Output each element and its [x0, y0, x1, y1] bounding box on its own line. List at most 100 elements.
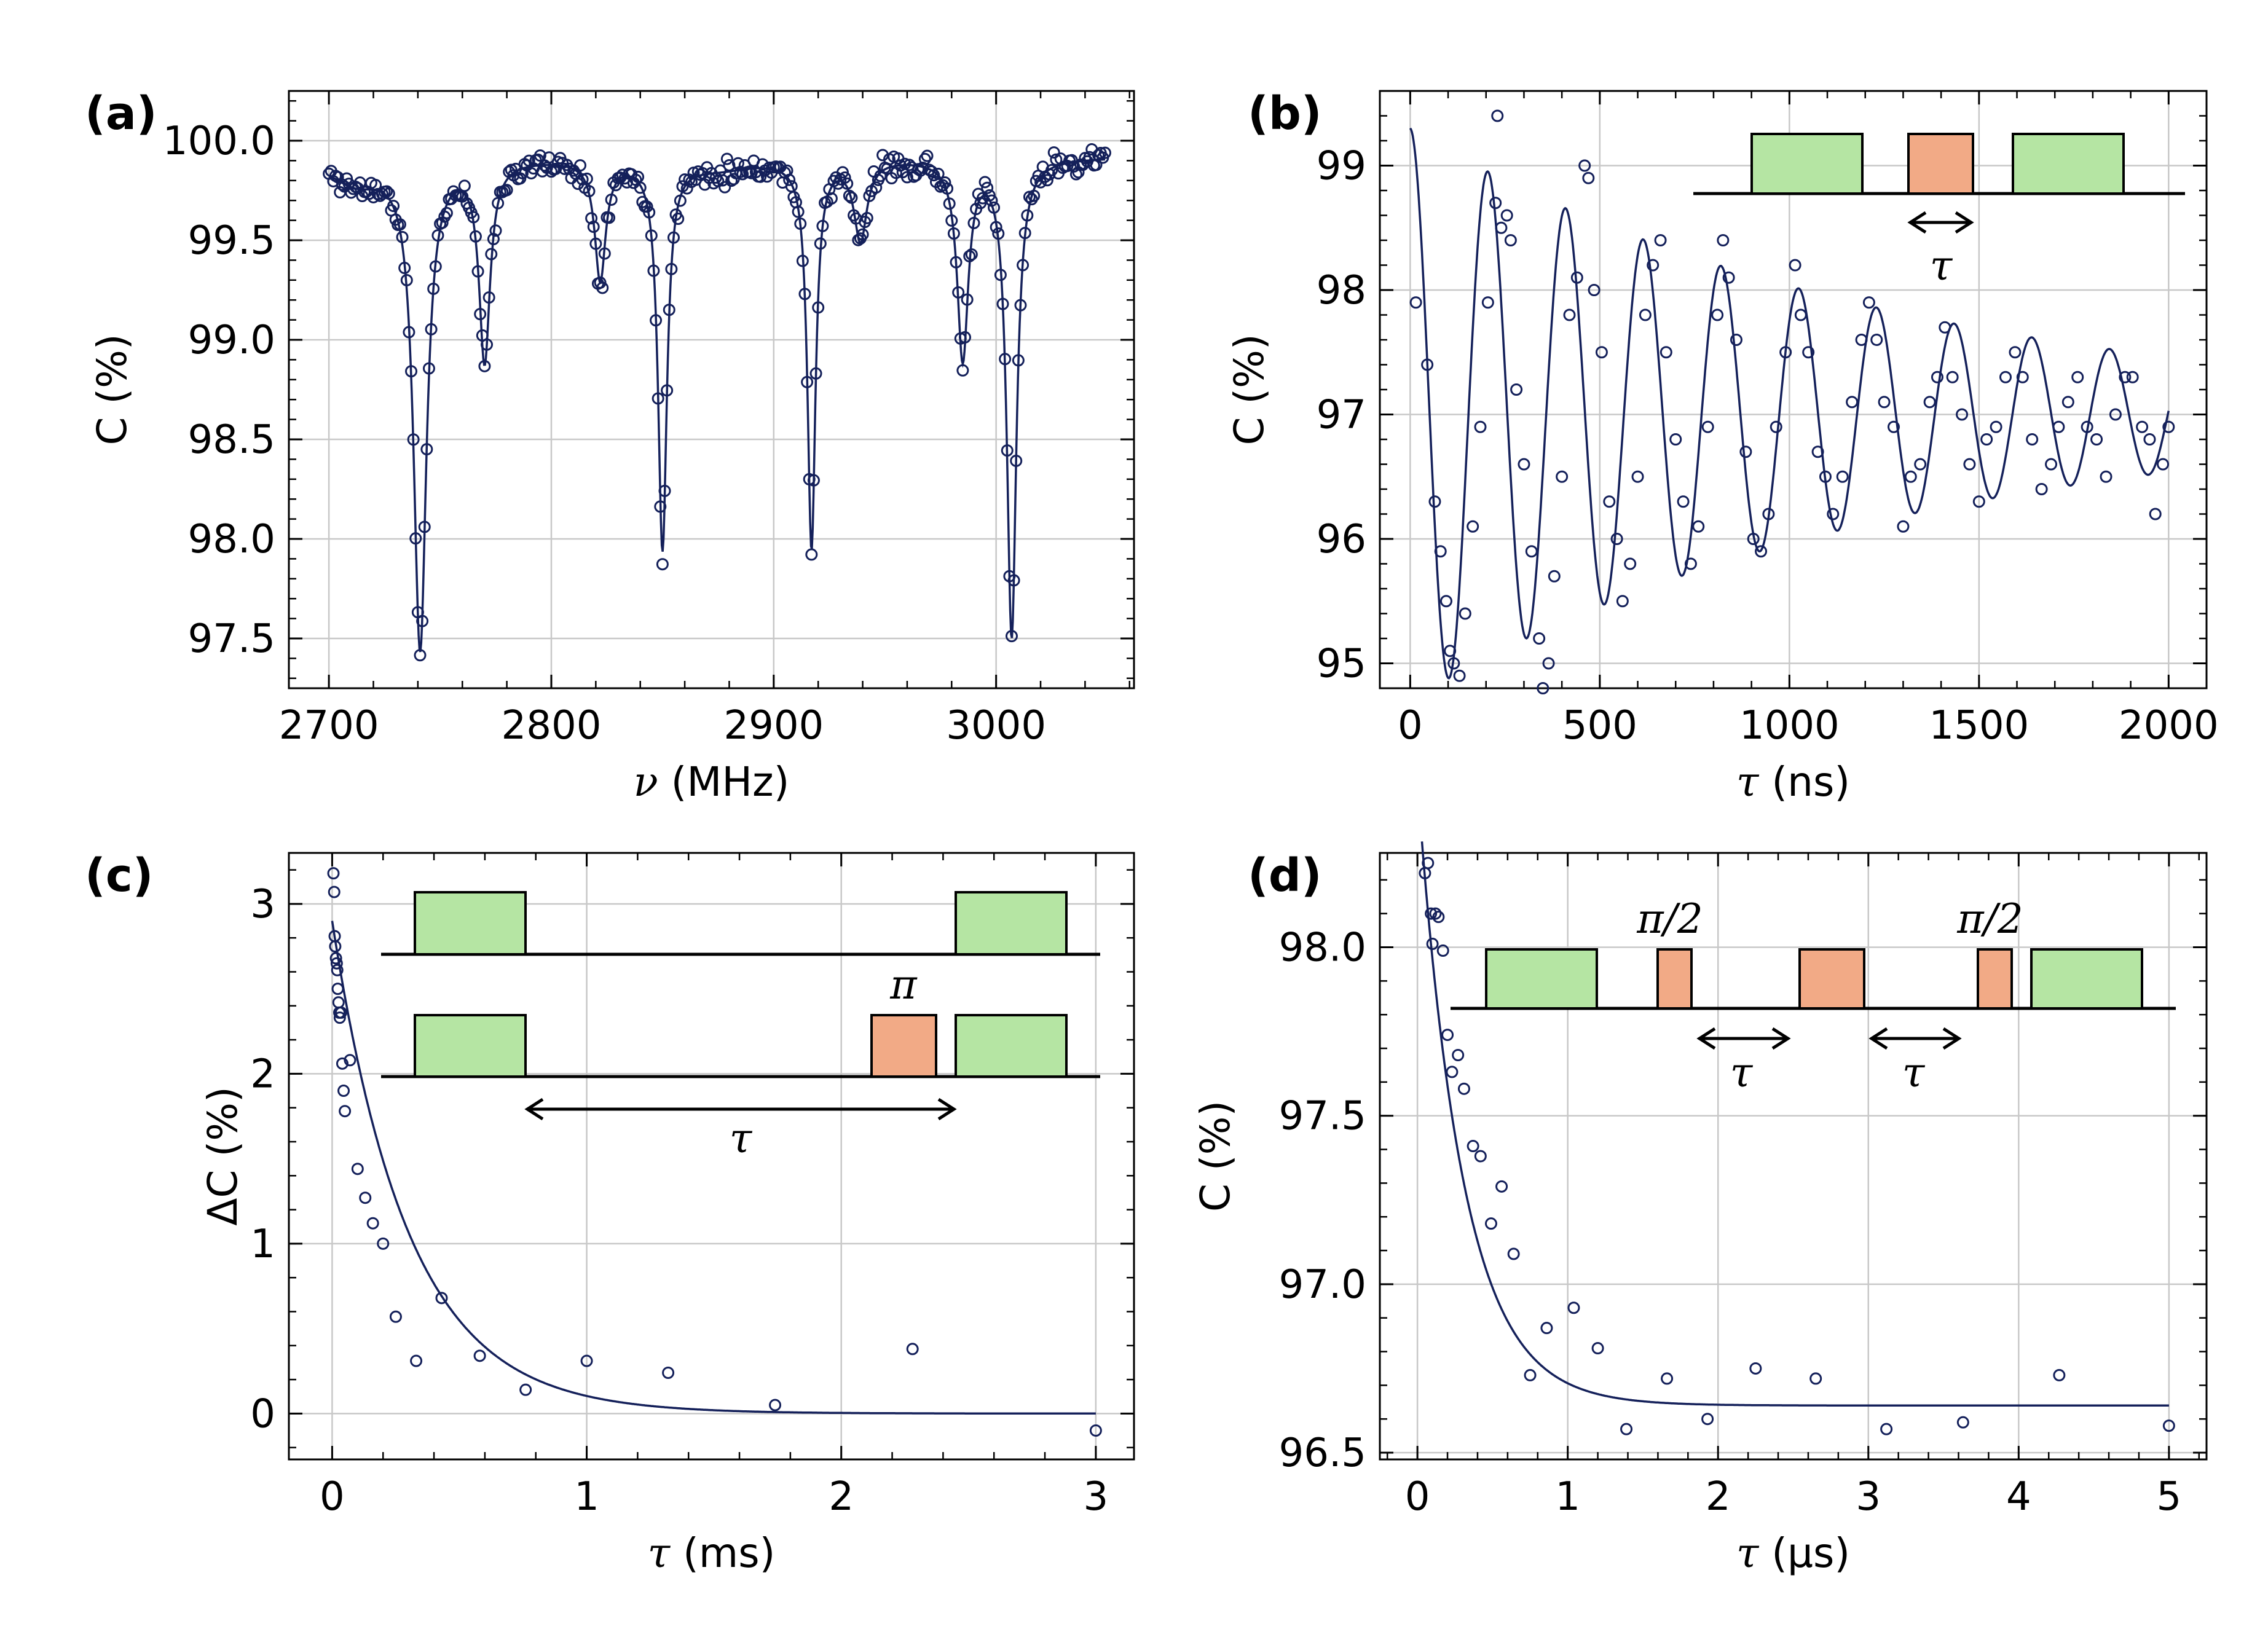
tau-label: τ [1730, 1049, 1754, 1096]
data-point [959, 331, 971, 344]
data-point [1518, 458, 1530, 471]
data-point [1491, 109, 1504, 122]
data-point [1855, 334, 1868, 346]
data-point [1525, 545, 1538, 558]
data-point [1770, 420, 1782, 433]
data-point [1434, 545, 1447, 558]
data-point [965, 248, 978, 261]
y-tick-label: 95 [1317, 642, 1366, 687]
data-point [1717, 234, 1730, 246]
data-point [574, 159, 587, 172]
data-point [328, 885, 341, 898]
data-point [1870, 334, 1883, 346]
x-tick-label: 2 [1706, 1474, 1731, 1520]
data-point [478, 359, 491, 372]
data-point [331, 983, 344, 995]
data-point [967, 216, 980, 229]
data-point [474, 308, 487, 321]
arrow-head-left [1696, 1027, 1716, 1050]
data-point [336, 1057, 348, 1070]
data-point [988, 201, 1001, 214]
data-point [605, 193, 618, 206]
data-point [330, 957, 343, 970]
fit-curve [331, 921, 1096, 1415]
y-tick-label: 98.0 [1279, 925, 1367, 971]
data-point [1802, 346, 1815, 359]
data-point [2162, 1419, 2175, 1432]
data-point [1631, 470, 1644, 483]
data-point [756, 158, 769, 171]
x-axis-label-symbol: τ [648, 1529, 671, 1577]
data-point [416, 614, 429, 627]
data-point [963, 249, 976, 262]
data-point [996, 297, 1009, 310]
x-tick-label: 0 [1405, 1474, 1430, 1520]
microwave-pulse [1798, 948, 1865, 1010]
data-point [331, 964, 344, 976]
data-point [435, 1292, 448, 1305]
arrow-head-right [937, 1097, 957, 1121]
data-point [845, 191, 858, 204]
data-point [794, 218, 807, 230]
data-point [1467, 1140, 1479, 1153]
data-point [1467, 520, 1479, 533]
x-tick-label: 3 [1856, 1474, 1881, 1520]
data-point [906, 1343, 919, 1356]
panel-a: 2700 2800 2900 3000 97.5 98.0 98.5 99.0 99.5 100.… [85, 87, 1135, 806]
data-point [870, 181, 883, 194]
data-point [961, 293, 974, 306]
x-tick-label: 3 [1084, 1474, 1109, 1520]
data-point [1045, 163, 1058, 176]
y-tick-label: 3 [250, 882, 275, 927]
data-point [939, 176, 951, 189]
arrow-head-left [524, 1097, 544, 1121]
y-tick-label: 98 [1317, 268, 1366, 313]
data-point [2009, 346, 2022, 359]
data-point [333, 1011, 346, 1024]
tau-label: τ [1902, 1049, 1926, 1096]
microwave-pulse [1907, 133, 1974, 195]
y-axis-label: C (%) [1192, 1101, 1239, 1212]
data-point [409, 532, 422, 545]
data-point [585, 212, 598, 225]
data-point [1836, 470, 1849, 483]
data-point [1827, 508, 1840, 520]
data-point [1811, 446, 1824, 458]
data-point [519, 1383, 532, 1396]
laser-pulse [1485, 948, 1598, 1010]
x-axis-label-unit: (MHz) [658, 758, 790, 806]
data-point [1537, 682, 1549, 694]
x-axis-label-unit: (ms) [670, 1529, 775, 1577]
data-point [1474, 1150, 1487, 1163]
data-point [471, 265, 484, 278]
data-point [661, 384, 674, 397]
axes-frame [288, 852, 1135, 1461]
data-point [1591, 1342, 1604, 1355]
data-point [719, 181, 731, 194]
data-point [1582, 171, 1595, 184]
data-point [731, 157, 744, 170]
data-point [418, 520, 431, 533]
data-point [1999, 371, 2012, 383]
axes-frame [288, 90, 1135, 689]
y-tick-label: 96.5 [1279, 1431, 1367, 1476]
data-point [425, 323, 438, 336]
data-point [587, 221, 600, 234]
data-point [1862, 296, 1875, 309]
data-point [1747, 533, 1760, 545]
y-tick-label: 96 [1317, 517, 1366, 562]
data-point [1904, 470, 1917, 483]
arrow-head-right [1955, 211, 1974, 234]
data-point [727, 173, 740, 186]
data-point [393, 218, 406, 231]
panel-label: (a) [85, 87, 157, 140]
data-point [380, 185, 393, 198]
x-axis-label-symbol: ν [634, 758, 658, 806]
data-point [1018, 227, 1031, 240]
x-tick-label: 5 [2157, 1474, 2182, 1520]
data-point [1533, 632, 1546, 645]
data-point [422, 362, 435, 375]
data-point [947, 227, 960, 240]
x-axis-label-unit: (ns) [1758, 758, 1850, 806]
